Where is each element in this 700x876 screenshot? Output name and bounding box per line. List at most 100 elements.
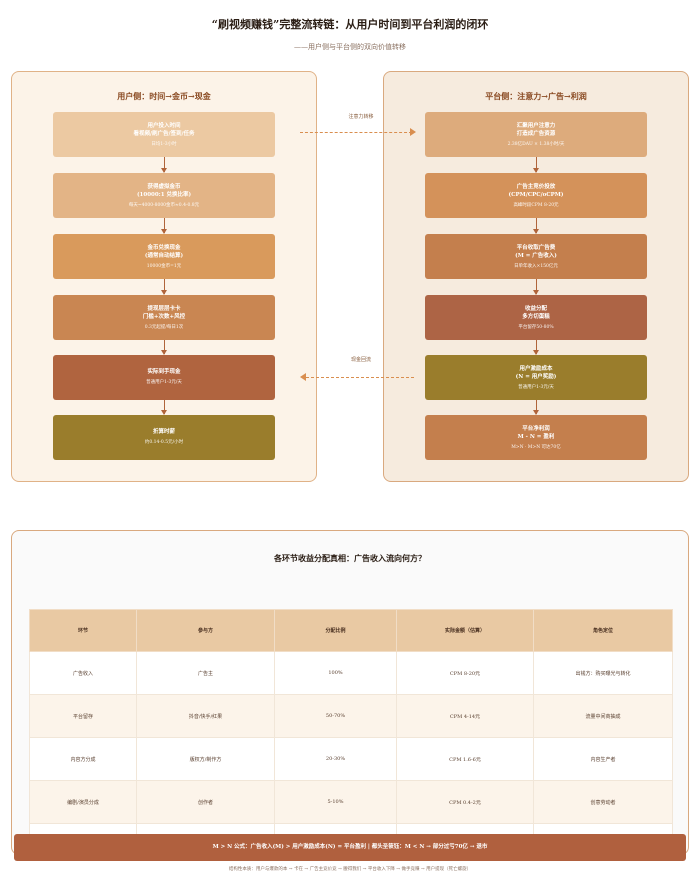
user-step-line1: 折算时薪 xyxy=(152,429,175,435)
formula-bar: M > N 公式：广告收入(M) > 用户激励成本(N) = 平台盈利 | 都头… xyxy=(14,834,686,861)
table-cell: 创意劳动者 xyxy=(533,780,673,824)
user-step-detail: 日均1-3小时 xyxy=(151,142,177,147)
user-step-arrow xyxy=(161,340,167,355)
table-header: 角色定位 xyxy=(533,609,673,652)
user-step-line2: 门槛+次数+风控 xyxy=(142,314,186,320)
table-row: 内容方分成 版权方/制作方 20-30% CPM 1.6-6元 内容生产者 xyxy=(29,737,673,781)
platform-step-line1: 平台净利润 xyxy=(522,426,550,432)
table-cell: 20-30% xyxy=(274,737,397,781)
page-title: “刷视频赚钱”完整流转链：从用户时间到平台利润的闭环 xyxy=(211,18,489,31)
table-row: 广告收入 广告主 100% CPM 8-20元 出钱方：购买曝光与转化 xyxy=(29,651,673,695)
user-step-detail: 每天~4000-8000金币≈0.4-0.8元 xyxy=(128,203,200,208)
table-cell: 创作者 xyxy=(136,780,275,824)
platform-step-line2: M - N = 盈利 xyxy=(517,434,555,440)
table-cell: 50-70% xyxy=(274,694,397,738)
user-step-box: 实际到手现金 普通用户1-3元/天 xyxy=(53,355,275,400)
user-step-line1: 提现层层卡卡 xyxy=(147,306,181,312)
table-header: 环节 xyxy=(29,609,137,652)
platform-step-line1: 汇聚用户注意力 xyxy=(516,123,556,129)
table-cell: 内容方分成 xyxy=(29,737,137,781)
table-cell: CPM 0.4-2元 xyxy=(396,780,534,824)
table-row: 平台留存 抖音/快手/红果 50-70% CPM 4-14元 流量中间商抽成 xyxy=(29,694,673,738)
platform-step-line2: 多方切蛋糕 xyxy=(522,314,550,320)
table-cell: 流量中间商抽成 xyxy=(533,694,673,738)
platform-step-line2: (M = 广告收入) xyxy=(515,253,557,259)
user-step-arrow xyxy=(161,218,167,234)
user-step-box: 金币兑换现金 (通常自动结算) 10000金币=1元 xyxy=(53,234,275,279)
table-cell: 出钱方：购买曝光与转化 xyxy=(533,651,673,695)
table-cell: 版权方/制作方 xyxy=(136,737,275,781)
platform-step-arrow xyxy=(533,279,539,295)
platform-step-arrow xyxy=(533,340,539,355)
table-cell: 广告收入 xyxy=(29,651,137,695)
platform-step-detail: 高峰时段CPM 8-20元 xyxy=(513,203,559,208)
table-cell: 广告主 xyxy=(136,651,275,695)
platform-step-line2: (CPM/CPC/oCPM) xyxy=(508,192,564,198)
platform-step-line2: (N = 用户奖励) xyxy=(515,374,557,380)
footnote: 结构性本质：用户与爆款的本 → 卡在 → 广告主竞价竞 → 腰得我们 → 平台收… xyxy=(228,867,472,872)
table-header: 参与方 xyxy=(136,609,275,652)
platform-step-box: 收益分配多方切蛋糕平台留存50-80% xyxy=(425,295,647,340)
platform-step-detail: 2.38亿DAU × 1.38小时/天 xyxy=(507,142,565,147)
user-step-box: 获得虚拟金币 (10000:1 兑换比率) 每天~4000-8000金币≈0.4-0… xyxy=(53,173,275,218)
user-step-line1: 用户投入时间 xyxy=(147,123,181,129)
user-step-line2: 看视频/刷广告/签到/任务 xyxy=(133,131,195,137)
user-step-detail: 普通用户1-3元/天 xyxy=(146,380,182,385)
platform-step-arrow xyxy=(533,157,539,173)
platform-step-line1: 广告主竞价投放 xyxy=(516,184,556,190)
user-step-detail: 10000金币=1元 xyxy=(146,264,182,269)
revenue-table-panel: 各环节收益分配真相：广告收入流向何方？ 环节 参与方 分配比例 实际金额（估算）… xyxy=(11,530,689,855)
platform-step-box: 用户激励成本 (N = 用户奖励) 普通用户1-3元/天 xyxy=(425,355,647,400)
table-header: 实际金额（估算） xyxy=(396,609,534,652)
user-step-detail: 约0.14-0.5元/小时 xyxy=(144,440,184,445)
user-step-line2: (10000:1 兑换比率) xyxy=(136,192,192,198)
platform-step-box: 广告主竞价投放 (CPM/CPC/oCPM) 高峰时段CPM 8-20元 xyxy=(425,173,647,218)
cash-flow-line xyxy=(306,377,414,378)
revenue-table: 环节 参与方 分配比例 实际金额（估算） 角色定位 广告收入 广告主 100% CPM… xyxy=(29,609,673,854)
platform-step-box: 平台净利润 M - N = 盈利 M>N · M>N 可达70亿 xyxy=(425,415,647,460)
attention-transfer-label: 注意力转移 xyxy=(348,114,374,120)
platform-step-box: 平台收取广告费 (M = 广告收入) 日单年收入×150亿元 xyxy=(425,234,647,279)
user-step-arrow xyxy=(161,400,167,415)
revenue-table-title: 各环节收益分配真相：广告收入流向何方？ xyxy=(274,553,426,563)
platform-step-arrow xyxy=(533,218,539,234)
cash-return-label: 现金回流 xyxy=(350,357,371,363)
table-cell: 平台留存 xyxy=(29,694,137,738)
user-step-arrow xyxy=(161,279,167,295)
table-row: 编剧/演员分成 创作者 5-10% CPM 0.4-2元 创意劳动者 xyxy=(29,780,673,824)
table-cell: 抖音/快手/红果 xyxy=(136,694,275,738)
user-step-line2: (通常自动结算) xyxy=(144,253,184,259)
user-step-line1: 金币兑换现金 xyxy=(147,245,181,251)
platform-step-arrow xyxy=(533,400,539,415)
user-step-line1: 获得虚拟金币 xyxy=(147,184,181,190)
table-cell: 编剧/演员分成 xyxy=(29,780,137,824)
platform-step-line1: 用户激励成本 xyxy=(519,366,553,372)
platform-step-line2: 打造成广告资源 xyxy=(516,131,556,137)
table-cell: CPM 1.6-6元 xyxy=(396,737,534,781)
table-cell: 5-10% xyxy=(274,780,397,824)
user-step-arrow xyxy=(161,157,167,173)
table-cell: 100% xyxy=(274,651,397,695)
platform-step-box: 汇聚用户注意力 打造成广告资源 2.38亿DAU × 1.38小时/天 xyxy=(425,112,647,157)
user-side-title: 用户侧：时间→金币→现金 xyxy=(117,91,211,101)
user-step-box: 折算时薪约0.14-0.5元/小时 xyxy=(53,415,275,460)
table-header: 分配比例 xyxy=(274,609,397,652)
platform-side-title: 平台侧：注意力→广告→利润 xyxy=(485,91,587,101)
user-step-line1: 实际到手现金 xyxy=(147,369,181,375)
cash-flow-arrowhead xyxy=(300,373,306,381)
platform-step-line1: 平台收取广告费 xyxy=(516,245,556,251)
table-cell: CPM 8-20元 xyxy=(396,651,534,695)
attention-flow-arrowhead xyxy=(410,128,416,136)
table-cell: 内容生产者 xyxy=(533,737,673,781)
platform-step-detail: 普通用户1-3元/天 xyxy=(518,385,554,390)
user-step-box: 提现层层卡卡 门槛+次数+风控 0.3元起提/每日1次 xyxy=(53,295,275,340)
page-subtitle: ——用户侧与平台侧的双向价值转移 xyxy=(294,43,406,51)
user-step-detail: 0.3元起提/每日1次 xyxy=(144,325,184,330)
table-cell: CPM 4-14元 xyxy=(396,694,534,738)
platform-step-detail: 平台留存50-80% xyxy=(518,325,554,330)
platform-step-line1: 收益分配 xyxy=(524,306,547,312)
platform-step-detail: M>N · M>N 可达70亿 xyxy=(511,445,561,450)
platform-step-detail: 日单年收入×150亿元 xyxy=(514,264,558,269)
attention-flow-line xyxy=(300,132,412,133)
user-step-box: 用户投入时间看视频/刷广告/签到/任务 日均1-3小时 xyxy=(53,112,275,157)
